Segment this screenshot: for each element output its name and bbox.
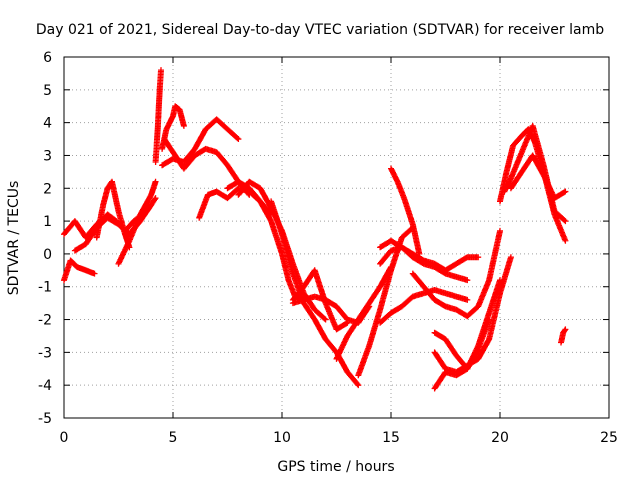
data-markers [431,254,514,376]
grid [64,57,609,418]
data-markers [409,227,503,320]
x-tick-label: 5 [169,430,178,446]
data-points [61,67,569,392]
data-markers [159,103,187,152]
series-trace-4 [93,178,133,251]
chart-title: Day 021 of 2021, Sidereal Day-to-day VTE… [36,22,604,38]
x-tick-label: 25 [600,430,618,446]
y-tick-label: 4 [43,116,52,132]
series-trace-20 [377,237,482,274]
x-tick-label: 10 [273,430,291,446]
series-trace-23 [431,254,514,376]
y-tick-label: 3 [43,148,52,164]
data-markers [152,67,165,165]
y-tick-label: 0 [43,247,52,263]
series-trace-19 [377,287,471,326]
y-tick-label: -1 [38,280,52,296]
series-trace-6 [152,67,165,165]
y-tick-label: -5 [38,411,52,427]
plot-frame [63,56,610,419]
x-tick-label: 20 [491,430,509,446]
series-trace-25 [431,277,503,372]
data-markers [377,237,482,274]
x-tick-label: 0 [60,430,69,446]
data-markers [388,165,423,257]
series-trace-16 [333,264,394,362]
data-markers [93,178,133,251]
data-markers [61,257,98,284]
data-markers [501,122,569,225]
y-tick-label: -4 [38,378,52,394]
series-trace-22 [409,227,503,320]
y-tick-label: 2 [43,181,52,197]
y-tick-label: 6 [43,50,52,66]
axis-ticks: 0 5 10 15 20 25 -5 -4 -3 -2 -1 0 1 2 3 4 5 6 [38,50,618,446]
series-trace-8 [159,116,242,169]
data-markers [333,264,394,362]
series-trace-21 [388,165,423,257]
y-tick-label: -2 [38,313,52,329]
data-markers [507,152,569,202]
x-tick-label: 15 [382,430,400,446]
data-markers [115,178,159,267]
y-tick-label: 1 [43,214,52,230]
data-markers [377,287,471,326]
series-trace-17 [355,224,416,379]
data-markers [159,116,242,169]
data-markers [355,224,416,379]
data-markers [289,267,351,333]
series-trace-28 [507,152,569,202]
x-axis-label: GPS time / hours [277,459,394,475]
series-trace-7 [159,103,187,152]
series-trace-11 [224,178,307,303]
data-markers [224,178,307,303]
series-trace-29 [558,326,569,346]
y-tick-label: 5 [43,83,52,99]
y-axis-label: SDTVAR / TECUs [6,181,22,296]
series-trace-27 [501,122,569,225]
data-markers [431,277,503,372]
series-trace-5 [115,178,159,267]
y-tick-label: -3 [38,345,52,361]
series-trace-14 [289,267,351,333]
data-markers [558,326,569,346]
series-trace-2 [61,257,98,284]
